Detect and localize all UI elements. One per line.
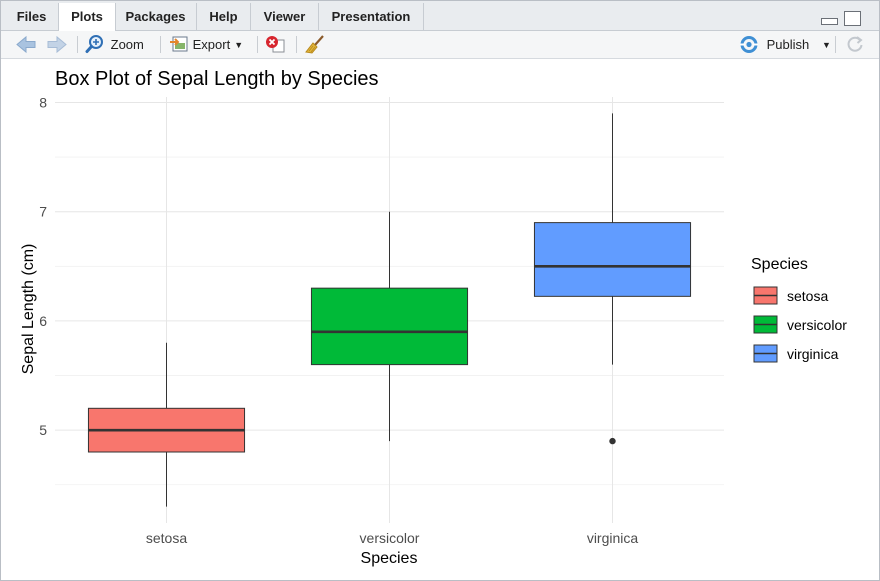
toolbar-separator: [835, 36, 836, 53]
forward-arrow-icon: [47, 35, 67, 54]
refresh-icon: [847, 36, 863, 52]
chart-title: Box Plot of Sepal Length by Species: [55, 68, 379, 90]
legend-title: Species: [751, 256, 808, 273]
box-versicolor: [310, 287, 469, 366]
legend-label: virginica: [787, 346, 839, 362]
refresh-button[interactable]: [844, 34, 866, 55]
tab-help[interactable]: Help: [197, 3, 251, 30]
zoom-button[interactable]: Zoom: [85, 34, 144, 55]
y-tick-label: 8: [39, 94, 47, 110]
outlier-point: [609, 437, 616, 445]
x-tick-label: versicolor: [360, 530, 420, 546]
zoom-icon: [85, 35, 103, 53]
clear-all-plots-button[interactable]: [304, 34, 326, 55]
x-axis-title: Species: [361, 550, 418, 567]
zoom-label: Zoom: [110, 37, 144, 52]
toolbar-separator: [257, 36, 258, 53]
minimize-icon[interactable]: [820, 18, 838, 26]
publish-label: Publish: [766, 37, 810, 52]
legend-label: setosa: [787, 288, 828, 304]
publish-icon: [740, 36, 758, 53]
back-button[interactable]: [15, 34, 37, 55]
export-icon: [170, 36, 188, 52]
toolbar-separator: [77, 36, 78, 53]
forward-button[interactable]: [46, 34, 68, 55]
box-plot: Box Plot of Sepal Length by Species Sepa…: [1, 59, 879, 579]
tab-files[interactable]: Files: [5, 3, 59, 30]
remove-plot-button[interactable]: [264, 34, 286, 55]
tab-presentation[interactable]: Presentation: [319, 3, 424, 30]
remove-plot-icon: [266, 36, 285, 53]
broom-icon: [305, 35, 324, 54]
box-virginica: [533, 222, 692, 297]
plots-toolbar: Zoom Export ▼: [1, 31, 879, 59]
y-tick-label: 7: [39, 204, 47, 220]
tab-plots[interactable]: Plots: [58, 3, 116, 31]
toolbar-separator: [160, 36, 161, 53]
axis-ticks: 5 6 7 8 setosa versicolor virginica: [39, 94, 638, 546]
publish-button[interactable]: Publish: [738, 34, 809, 55]
y-tick-label: 5: [39, 422, 47, 438]
maximize-icon[interactable]: [844, 11, 861, 27]
legend: Species setosa versicolor virginica: [751, 256, 847, 363]
x-tick-label: virginica: [587, 530, 639, 546]
box-marks: [87, 113, 692, 507]
tab-packages[interactable]: Packages: [115, 3, 197, 30]
pane-tab-bar: Files Plots Packages Help Viewer Present…: [1, 1, 879, 31]
x-tick-label: setosa: [146, 530, 187, 546]
legend-label: versicolor: [787, 317, 847, 333]
export-label: Export: [192, 37, 231, 52]
chevron-down-icon: ▼: [234, 40, 244, 50]
chevron-down-icon: ▼: [822, 40, 831, 50]
back-arrow-icon: [16, 35, 36, 54]
y-axis-title: Sepal Length (cm): [20, 244, 37, 375]
export-button[interactable]: Export ▼: [169, 34, 243, 55]
publish-dropdown[interactable]: ▼: [818, 34, 831, 55]
y-tick-label: 6: [39, 313, 47, 329]
tab-viewer[interactable]: Viewer: [251, 3, 319, 30]
toolbar-separator: [296, 36, 297, 53]
